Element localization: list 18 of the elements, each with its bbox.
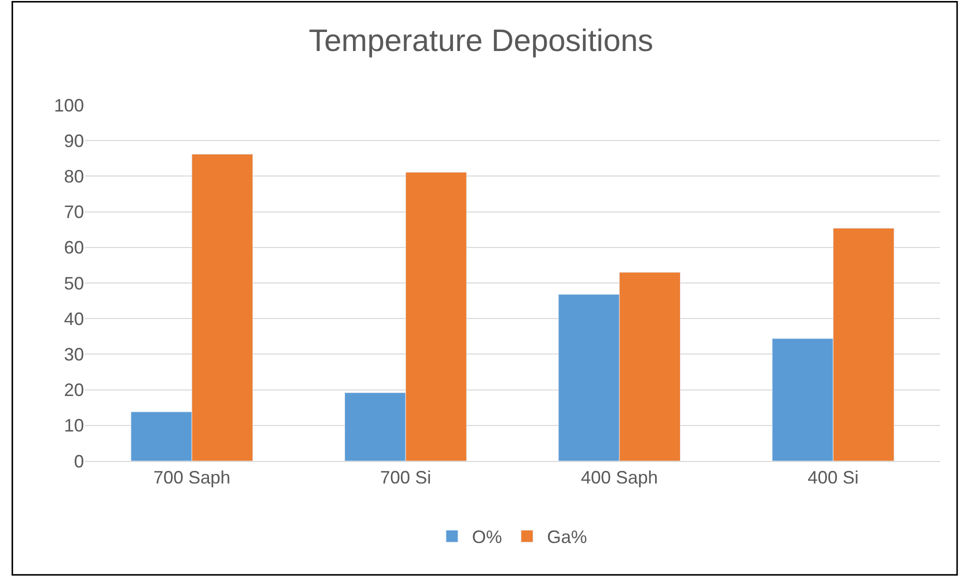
y-tick-label: 80: [64, 166, 84, 186]
y-tick-label: 50: [64, 273, 84, 294]
x-tick-label: 700 Si: [380, 468, 432, 488]
y-tick-label: 10: [64, 416, 84, 436]
y-tick-label: 90: [64, 130, 84, 151]
legend-label: Ga%: [547, 527, 588, 548]
y-tick-label: 30: [64, 344, 84, 364]
y-tick-label: 100: [54, 95, 84, 116]
y-tick-label: 40: [64, 308, 84, 329]
y-tick-label: 20: [64, 380, 84, 400]
x-tick-label: 400 Saph: [580, 468, 658, 488]
y-tick-label: 70: [64, 202, 84, 222]
x-tick-label: 400 Si: [808, 468, 859, 488]
legend-label: O%: [472, 527, 502, 548]
chart-title: Temperature Depositions: [308, 22, 654, 58]
x-tick-label: 700 Saph: [153, 468, 230, 488]
y-tick-label: 60: [64, 238, 84, 258]
y-tick-label: 0: [74, 451, 84, 472]
